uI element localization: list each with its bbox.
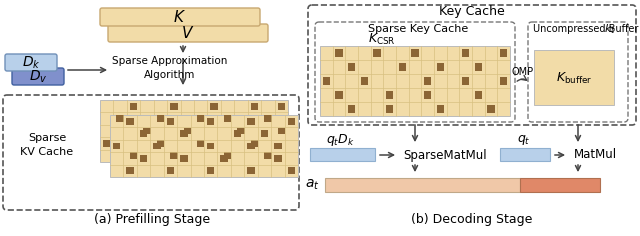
Bar [310, 148, 375, 161]
Bar [274, 143, 282, 149]
Bar [335, 91, 342, 99]
Bar [412, 49, 419, 57]
Bar [361, 77, 368, 85]
Bar [130, 152, 138, 159]
Text: $K$: $K$ [173, 9, 186, 25]
Bar [424, 77, 431, 85]
Bar [180, 155, 188, 162]
Bar [126, 167, 134, 174]
Text: $V$: $V$ [181, 25, 195, 41]
Bar [211, 103, 218, 110]
Bar [325, 178, 520, 192]
Bar [197, 140, 204, 147]
Bar [335, 49, 342, 57]
Bar [207, 118, 214, 125]
Bar [143, 127, 151, 135]
Bar [126, 118, 134, 125]
Bar [220, 155, 228, 162]
Bar [237, 127, 244, 135]
Bar [520, 178, 600, 192]
Text: (a) Prefilling Stage: (a) Prefilling Stage [94, 214, 210, 227]
Bar [264, 115, 271, 122]
Text: Sparse Key Cache: Sparse Key Cache [368, 24, 468, 34]
Bar [130, 103, 138, 110]
Bar [374, 49, 381, 57]
Bar [274, 155, 282, 162]
Bar [260, 130, 268, 137]
Bar [264, 152, 271, 159]
Text: (b) Decoding Stage: (b) Decoding Stage [412, 214, 532, 227]
Text: OMP: OMP [512, 67, 534, 77]
Bar [170, 152, 178, 159]
Text: $k_t$: $k_t$ [604, 22, 616, 36]
Bar [462, 77, 469, 85]
Bar [184, 127, 191, 135]
Bar [488, 105, 495, 113]
Text: $q_t D_k$: $q_t D_k$ [326, 132, 355, 148]
Text: Sparse
KV Cache: Sparse KV Cache [20, 133, 74, 157]
Bar [180, 130, 188, 137]
FancyBboxPatch shape [108, 24, 268, 42]
Bar [153, 143, 161, 149]
Text: MatMul: MatMul [573, 148, 616, 161]
Bar [207, 167, 214, 174]
Bar [475, 91, 482, 99]
Bar [113, 143, 120, 149]
Bar [436, 105, 444, 113]
Bar [320, 46, 510, 116]
Bar [348, 105, 355, 113]
Bar [140, 130, 147, 137]
Text: $\mathit{K}_\mathrm{buffer}$: $\mathit{K}_\mathrm{buffer}$ [556, 71, 592, 86]
FancyBboxPatch shape [12, 68, 64, 85]
Bar [166, 167, 174, 174]
Bar [247, 167, 255, 174]
Text: Key Cache: Key Cache [439, 5, 505, 18]
Bar [247, 143, 255, 149]
Bar [534, 50, 614, 105]
Bar [100, 100, 288, 162]
Bar [224, 115, 231, 122]
Text: $D_v$: $D_v$ [29, 69, 47, 85]
Bar [157, 140, 164, 147]
Text: $a_t$: $a_t$ [305, 178, 319, 192]
Bar [110, 115, 298, 177]
Bar [170, 103, 178, 110]
Bar [323, 77, 330, 85]
Text: Uncompressed Buffer: Uncompressed Buffer [533, 24, 638, 34]
Text: Sparse Approximation
Algorithm: Sparse Approximation Algorithm [112, 56, 228, 80]
Bar [251, 140, 258, 147]
Bar [103, 140, 111, 147]
Bar [500, 77, 508, 85]
Bar [424, 91, 431, 99]
Bar [224, 152, 231, 159]
Bar [234, 130, 241, 137]
Bar [348, 63, 355, 71]
Text: SparseMatMul: SparseMatMul [403, 148, 487, 161]
Bar [116, 115, 124, 122]
Bar [140, 155, 147, 162]
Bar [166, 118, 174, 125]
Bar [386, 91, 393, 99]
Text: $q_t$: $q_t$ [517, 133, 531, 147]
Bar [399, 63, 406, 71]
Bar [278, 103, 285, 110]
Bar [197, 115, 204, 122]
Bar [386, 105, 393, 113]
Bar [462, 49, 469, 57]
Text: $D_k$: $D_k$ [22, 55, 40, 71]
Bar [278, 127, 285, 135]
Bar [247, 118, 255, 125]
FancyBboxPatch shape [100, 8, 260, 26]
Bar [500, 148, 550, 161]
Bar [475, 63, 482, 71]
Bar [287, 167, 295, 174]
FancyBboxPatch shape [5, 54, 57, 71]
Bar [287, 118, 295, 125]
Text: $\mathit{K}_\mathrm{CSR}$: $\mathit{K}_\mathrm{CSR}$ [368, 31, 396, 46]
Bar [157, 115, 164, 122]
Bar [207, 143, 214, 149]
Bar [500, 49, 508, 57]
Bar [251, 103, 258, 110]
Bar [436, 63, 444, 71]
